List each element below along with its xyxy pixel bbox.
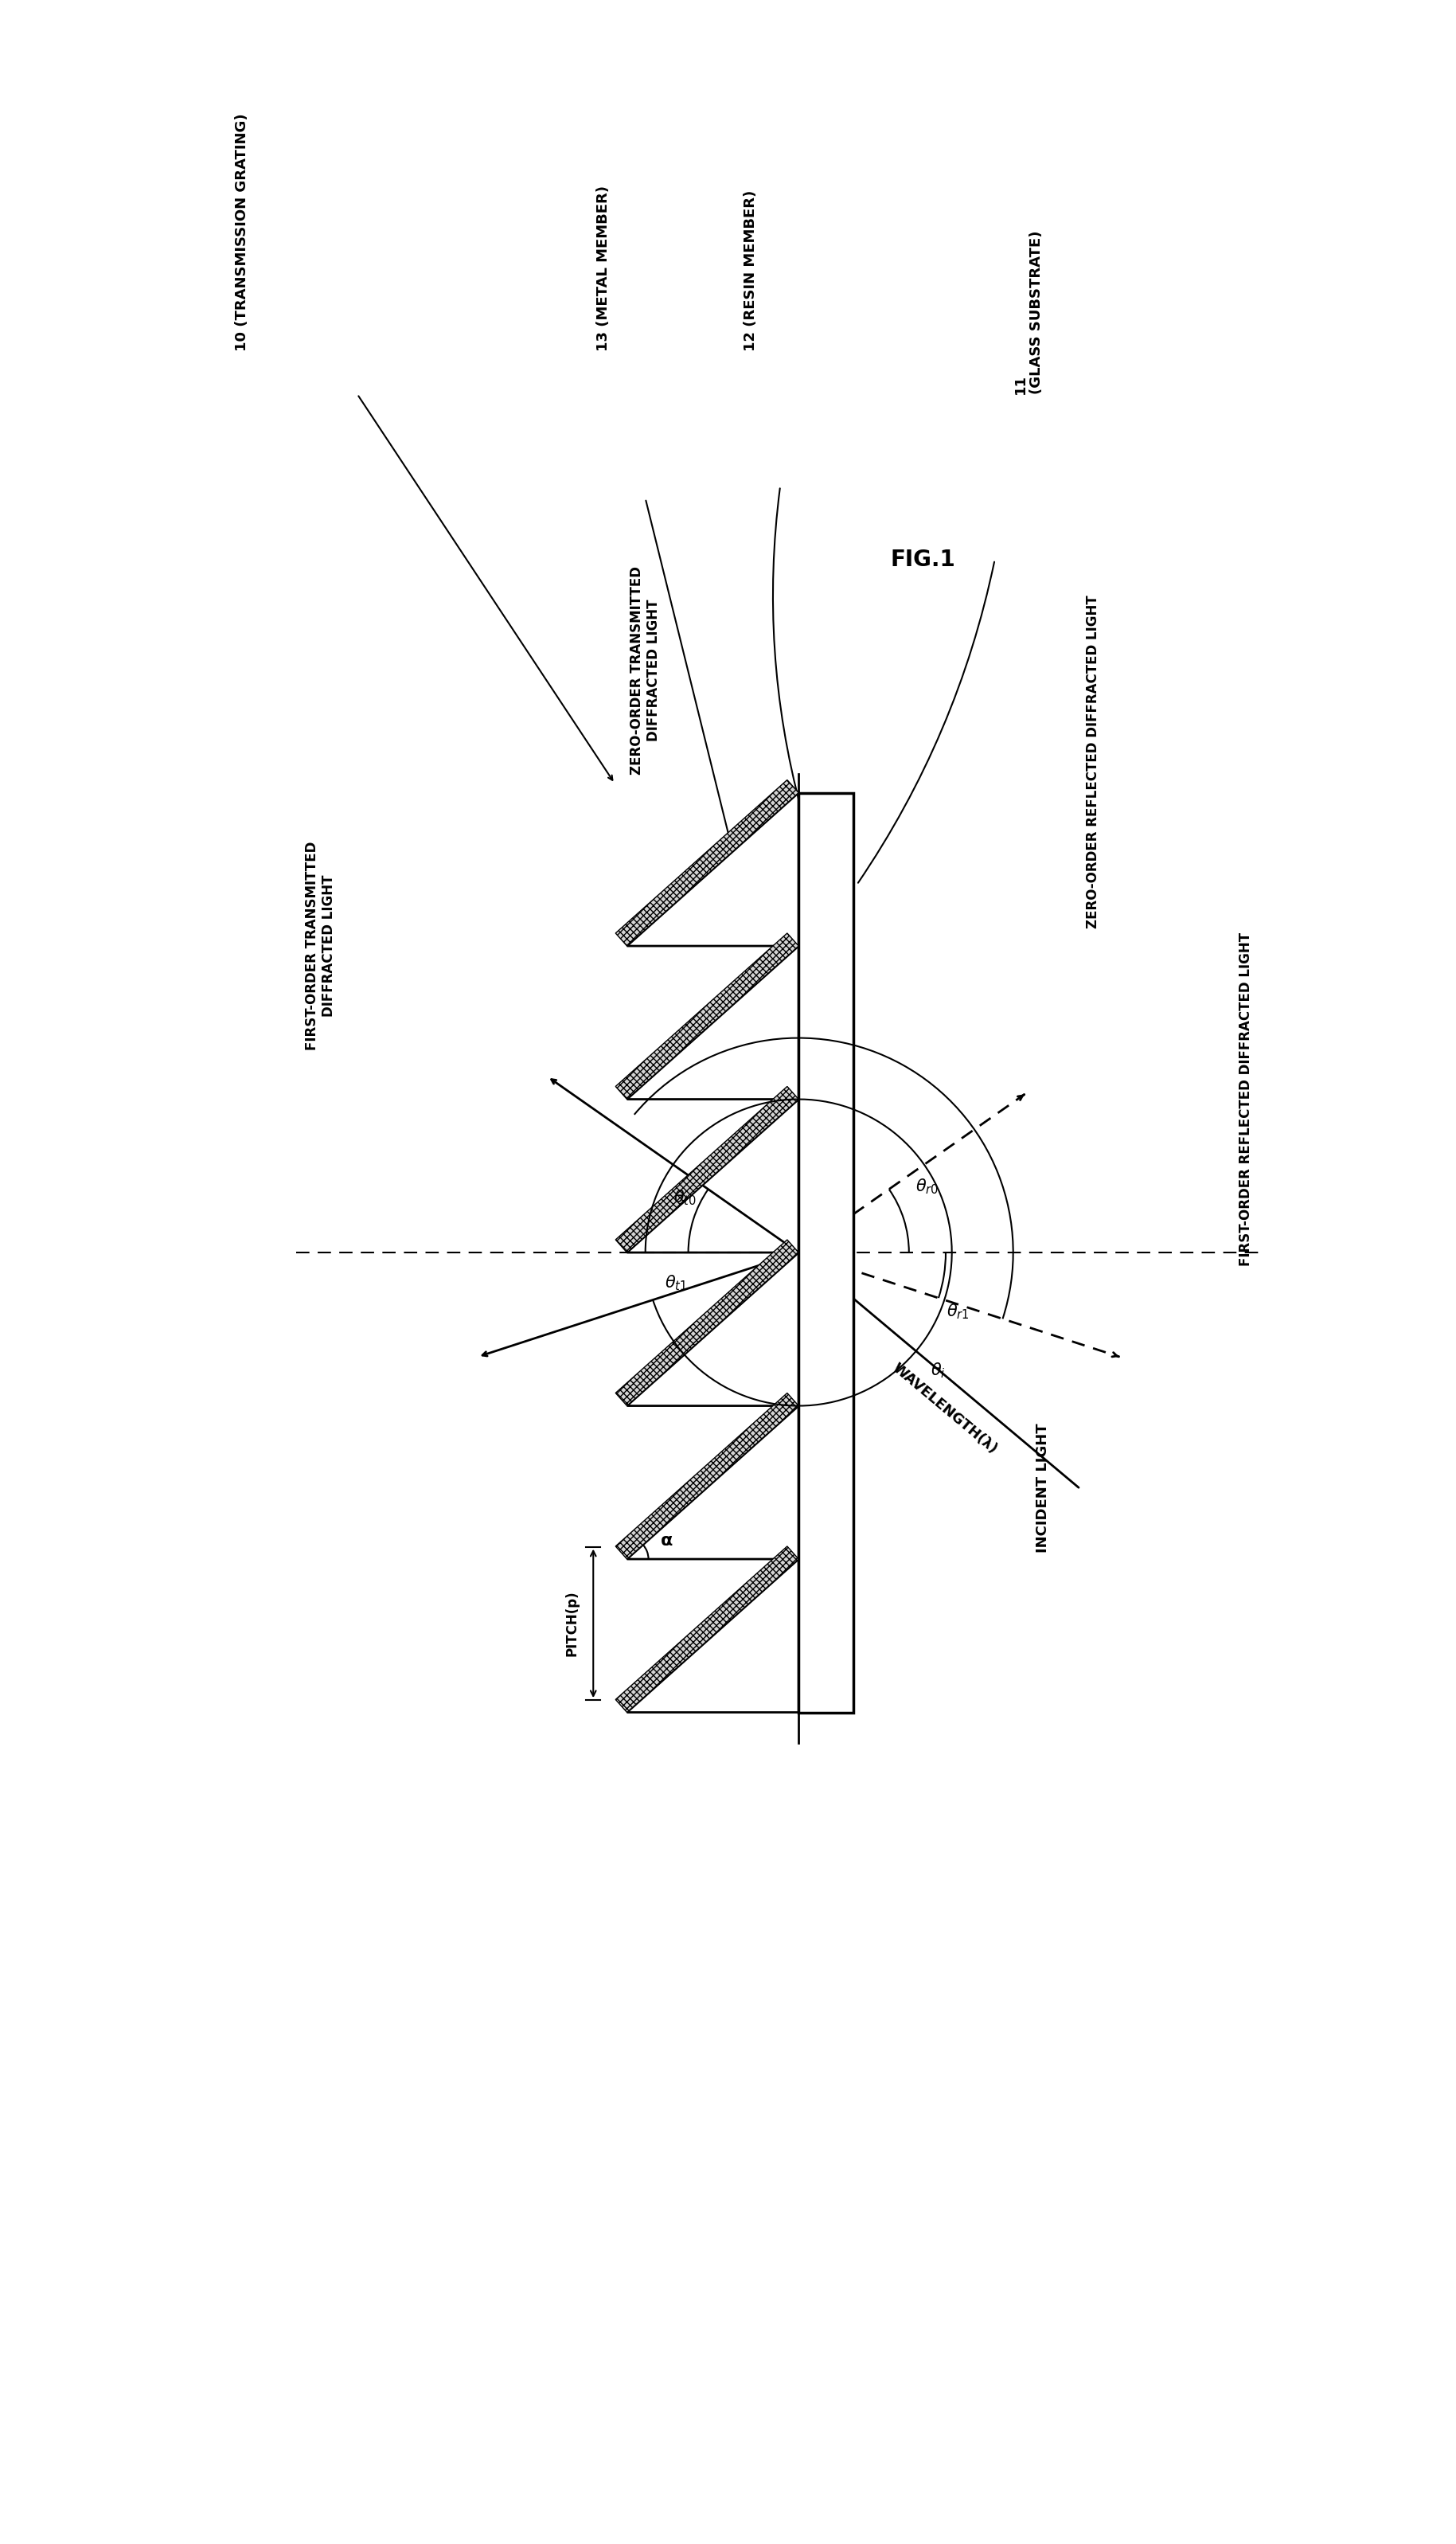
Polygon shape	[616, 1547, 798, 1712]
Text: FIG.1: FIG.1	[891, 550, 955, 570]
Text: INCIDENT LIGHT: INCIDENT LIGHT	[1035, 1425, 1050, 1552]
Text: WAVELENGTH(λ): WAVELENGTH(λ)	[890, 1361, 1000, 1458]
Polygon shape	[616, 1239, 798, 1407]
Polygon shape	[616, 1086, 798, 1252]
Polygon shape	[616, 781, 798, 946]
Text: FIRST-ORDER TRANSMITTED
DIFFRACTED LIGHT: FIRST-ORDER TRANSMITTED DIFFRACTED LIGHT	[306, 842, 336, 1051]
Polygon shape	[798, 794, 853, 1712]
Polygon shape	[616, 1394, 798, 1559]
Text: $\theta_{r1}$: $\theta_{r1}$	[946, 1303, 970, 1320]
Text: 11
(GLASS SUBSTRATE): 11 (GLASS SUBSTRATE)	[1013, 232, 1044, 394]
Text: 12 (RESIN MEMBER): 12 (RESIN MEMBER)	[744, 191, 757, 351]
Polygon shape	[616, 934, 798, 1099]
Text: ZERO-ORDER TRANSMITTED
DIFFRACTED LIGHT: ZERO-ORDER TRANSMITTED DIFFRACTED LIGHT	[630, 565, 661, 773]
Text: ZERO-ORDER REFLECTED DIFFRACTED LIGHT: ZERO-ORDER REFLECTED DIFFRACTED LIGHT	[1086, 595, 1099, 929]
Text: α: α	[661, 1531, 673, 1549]
Text: $\theta_{t1}$: $\theta_{t1}$	[665, 1275, 687, 1292]
Text: 10 (TRANSMISSION GRATING): 10 (TRANSMISSION GRATING)	[234, 114, 249, 351]
Text: 13 (METAL MEMBER): 13 (METAL MEMBER)	[597, 186, 610, 351]
Text: $\theta_{r0}$: $\theta_{r0}$	[916, 1178, 939, 1196]
Text: $\theta_{i}$: $\theta_{i}$	[930, 1361, 945, 1379]
Text: FIRST-ORDER REFLECTED DIFFRACTED LIGHT: FIRST-ORDER REFLECTED DIFFRACTED LIGHT	[1239, 934, 1254, 1267]
Text: $\theta_{t0}$: $\theta_{t0}$	[674, 1188, 697, 1206]
Text: PITCH(p): PITCH(p)	[565, 1590, 579, 1656]
